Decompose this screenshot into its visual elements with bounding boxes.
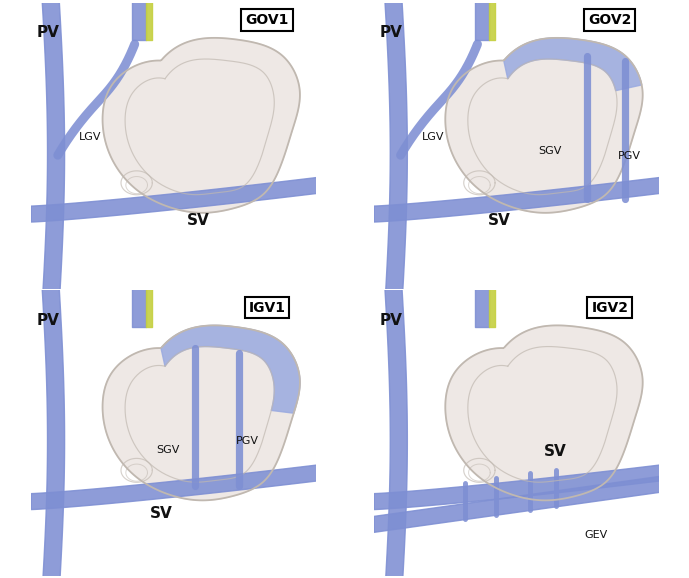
Text: PV: PV	[379, 313, 402, 328]
Polygon shape	[161, 325, 300, 413]
Text: SV: SV	[150, 506, 173, 521]
Text: PV: PV	[379, 25, 402, 40]
Text: GOV1: GOV1	[245, 13, 289, 27]
Polygon shape	[445, 38, 643, 213]
Text: PGV: PGV	[236, 436, 259, 446]
Text: PGV: PGV	[618, 151, 641, 161]
Polygon shape	[445, 325, 643, 501]
Text: GEV: GEV	[584, 530, 608, 540]
Text: SGV: SGV	[156, 444, 179, 455]
Text: SV: SV	[187, 213, 210, 228]
Polygon shape	[103, 325, 300, 501]
Text: PV: PV	[37, 313, 59, 328]
Text: LGV: LGV	[422, 132, 444, 142]
Text: SV: SV	[544, 443, 567, 458]
Text: GOV2: GOV2	[588, 13, 632, 27]
Text: SGV: SGV	[539, 146, 562, 156]
Polygon shape	[103, 38, 300, 213]
Text: LGV: LGV	[79, 132, 102, 142]
Text: PV: PV	[37, 25, 59, 40]
Polygon shape	[504, 38, 641, 91]
Text: IGV1: IGV1	[249, 301, 285, 314]
Text: IGV2: IGV2	[591, 301, 628, 314]
Text: SV: SV	[487, 213, 510, 228]
